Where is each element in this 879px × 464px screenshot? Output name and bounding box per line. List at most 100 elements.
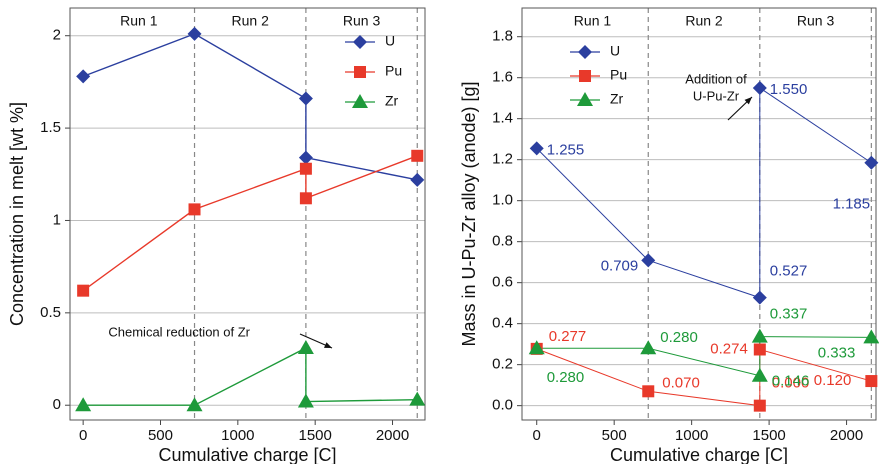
run-label: Run 1 bbox=[574, 13, 612, 29]
data-label: 0.274 bbox=[710, 340, 748, 357]
annotation: U-Pu-Zr bbox=[693, 88, 740, 103]
marker bbox=[299, 162, 312, 175]
marker bbox=[863, 329, 879, 344]
data-label: 0.000 bbox=[772, 375, 810, 392]
marker bbox=[410, 172, 425, 187]
x-tick-label: 500 bbox=[602, 427, 627, 444]
y-axis-label: Mass in U-Pu-Zr alloy (anode) [g] bbox=[459, 81, 479, 346]
marker bbox=[529, 141, 544, 156]
legend-label: Zr bbox=[610, 91, 624, 107]
marker bbox=[187, 26, 202, 41]
plot-frame bbox=[69, 7, 426, 421]
y-tick-label: 1.6 bbox=[492, 69, 513, 86]
annotation: Addition of bbox=[685, 71, 747, 86]
legend-marker bbox=[579, 70, 591, 82]
y-tick-label: 0.2 bbox=[492, 356, 513, 373]
marker bbox=[642, 385, 655, 398]
data-label: 0.280 bbox=[547, 369, 585, 386]
x-tick-label: 0 bbox=[79, 427, 87, 444]
marker bbox=[752, 290, 767, 305]
x-tick-label: 1500 bbox=[298, 427, 331, 444]
y-axis-label: Concentration in melt [wt %] bbox=[7, 102, 27, 326]
y-tick-label: 1 bbox=[53, 211, 61, 228]
marker bbox=[297, 339, 314, 354]
marker bbox=[411, 149, 424, 162]
run-label: Run 1 bbox=[120, 13, 158, 29]
x-tick-label: 500 bbox=[148, 427, 173, 444]
y-tick-label: 0.0 bbox=[492, 397, 513, 414]
data-label: 0.120 bbox=[814, 372, 852, 389]
run-label: Run 2 bbox=[685, 13, 723, 29]
legend-label: Pu bbox=[385, 63, 402, 79]
marker bbox=[298, 91, 313, 106]
legend-label: Zr bbox=[385, 93, 399, 109]
data-label: 1.185 bbox=[833, 196, 871, 213]
legend-label: U bbox=[385, 33, 395, 49]
x-tick-label: 0 bbox=[533, 427, 541, 444]
marker bbox=[298, 150, 313, 165]
annotation-arrowhead bbox=[744, 97, 752, 105]
y-tick-label: 1.8 bbox=[492, 28, 513, 45]
annotation: Chemical reduction of Zr bbox=[108, 324, 250, 339]
legend-label: Pu bbox=[610, 67, 627, 83]
data-label: 1.255 bbox=[547, 141, 585, 158]
y-tick-label: 1.2 bbox=[492, 151, 513, 168]
legend-marker bbox=[353, 35, 367, 49]
series-line bbox=[83, 346, 418, 406]
series-line bbox=[536, 87, 872, 299]
marker bbox=[297, 393, 314, 408]
x-tick-label: 1000 bbox=[675, 427, 708, 444]
data-label: 0.280 bbox=[660, 329, 698, 346]
marker bbox=[752, 80, 767, 95]
run-label: Run 3 bbox=[797, 13, 835, 29]
legend-marker bbox=[577, 92, 593, 106]
run-label: Run 2 bbox=[232, 13, 270, 29]
data-label: 0.709 bbox=[601, 257, 639, 274]
marker bbox=[299, 192, 312, 205]
y-tick-label: 0.8 bbox=[492, 233, 513, 250]
y-tick-label: 0.5 bbox=[40, 304, 61, 321]
y-tick-label: 0.4 bbox=[492, 315, 513, 332]
x-axis-label: Cumulative charge [C] bbox=[158, 445, 336, 464]
data-label: 0.333 bbox=[818, 344, 856, 361]
plot-frame bbox=[521, 7, 877, 421]
y-tick-label: 1.4 bbox=[492, 110, 513, 127]
y-tick-label: 0 bbox=[53, 396, 61, 413]
x-tick-label: 1500 bbox=[752, 427, 785, 444]
y-tick-label: 1.0 bbox=[492, 192, 513, 209]
marker bbox=[409, 391, 426, 406]
x-tick-label: 2000 bbox=[376, 427, 409, 444]
marker bbox=[864, 155, 879, 170]
y-tick-label: 0.6 bbox=[492, 274, 513, 291]
data-label: 0.337 bbox=[770, 306, 808, 323]
marker bbox=[186, 397, 203, 412]
legend-marker bbox=[354, 66, 366, 78]
marker bbox=[640, 340, 657, 355]
marker bbox=[188, 203, 201, 216]
marker bbox=[77, 284, 90, 297]
marker bbox=[528, 340, 545, 355]
marker bbox=[76, 69, 91, 84]
series-line bbox=[82, 155, 418, 292]
data-label: 0.277 bbox=[549, 328, 587, 345]
legend-marker bbox=[578, 45, 592, 59]
marker bbox=[751, 367, 768, 382]
data-label: 0.146 bbox=[772, 373, 810, 390]
data-label: 1.550 bbox=[770, 81, 808, 98]
run-label: Run 3 bbox=[343, 13, 381, 29]
x-tick-label: 2000 bbox=[830, 427, 863, 444]
marker bbox=[751, 328, 768, 343]
x-axis-label: Cumulative charge [C] bbox=[610, 445, 788, 464]
marker bbox=[753, 399, 766, 412]
legend-marker bbox=[352, 94, 368, 108]
data-label: 0.527 bbox=[770, 263, 808, 280]
y-tick-label: 1.5 bbox=[40, 119, 61, 136]
annotation-arrowhead bbox=[324, 342, 332, 348]
x-tick-label: 1000 bbox=[221, 427, 254, 444]
marker bbox=[865, 375, 878, 388]
legend-label: U bbox=[610, 43, 620, 59]
marker bbox=[641, 253, 656, 268]
marker bbox=[75, 397, 92, 412]
